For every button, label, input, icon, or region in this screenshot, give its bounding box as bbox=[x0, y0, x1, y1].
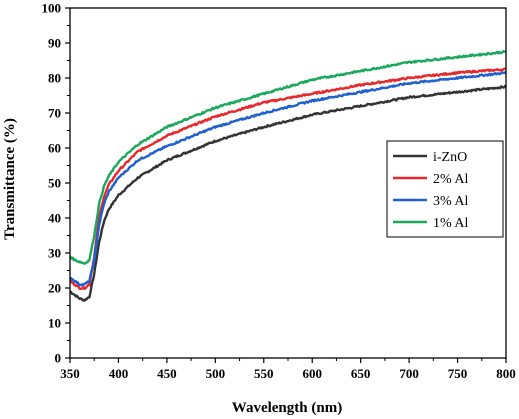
x-tick-label-2: 450 bbox=[157, 366, 177, 381]
y-axis-title: Transmittance (%) bbox=[2, 118, 18, 240]
series-line-2 bbox=[69, 71, 507, 287]
series-line-3 bbox=[69, 50, 507, 266]
x-axis-title: Wavelength (nm) bbox=[232, 400, 342, 416]
legend: i-ZnO 2% Al 3% Al 1% Al bbox=[386, 140, 504, 238]
x-tick-label-6: 650 bbox=[351, 366, 371, 381]
y-tick-label-1: 10 bbox=[48, 316, 61, 331]
x-tick-label-4: 550 bbox=[254, 366, 274, 381]
x-tick-label-0: 350 bbox=[60, 366, 80, 381]
y-tick-label-10: 100 bbox=[42, 1, 62, 16]
x-tick-label-8: 750 bbox=[448, 366, 468, 381]
y-tick-label-5: 50 bbox=[48, 176, 61, 191]
y-tick-label-6: 60 bbox=[48, 141, 61, 156]
y-tick-label-4: 40 bbox=[48, 211, 61, 226]
y-tick-label-2: 20 bbox=[48, 281, 61, 296]
series-line-1 bbox=[69, 67, 507, 291]
legend-label-0: i-ZnO bbox=[433, 150, 467, 165]
y-tick-label-7: 70 bbox=[48, 106, 61, 121]
x-tick-label-9: 800 bbox=[496, 366, 516, 381]
y-tick-label-9: 90 bbox=[48, 36, 61, 51]
legend-label-3: 1% Al bbox=[433, 216, 469, 231]
series-line-0 bbox=[69, 84, 507, 302]
legend-label-1: 2% Al bbox=[433, 172, 469, 187]
y-tick-label-0: 0 bbox=[55, 351, 62, 366]
y-tick-label-3: 30 bbox=[48, 246, 61, 261]
series-lines bbox=[69, 50, 507, 302]
x-tick-label-1: 400 bbox=[109, 366, 129, 381]
x-tick-label-3: 500 bbox=[206, 366, 226, 381]
x-tick-label-7: 700 bbox=[399, 366, 419, 381]
x-tick-label-5: 600 bbox=[302, 366, 322, 381]
y-tick-label-8: 80 bbox=[48, 71, 61, 86]
legend-label-2: 3% Al bbox=[433, 194, 469, 209]
